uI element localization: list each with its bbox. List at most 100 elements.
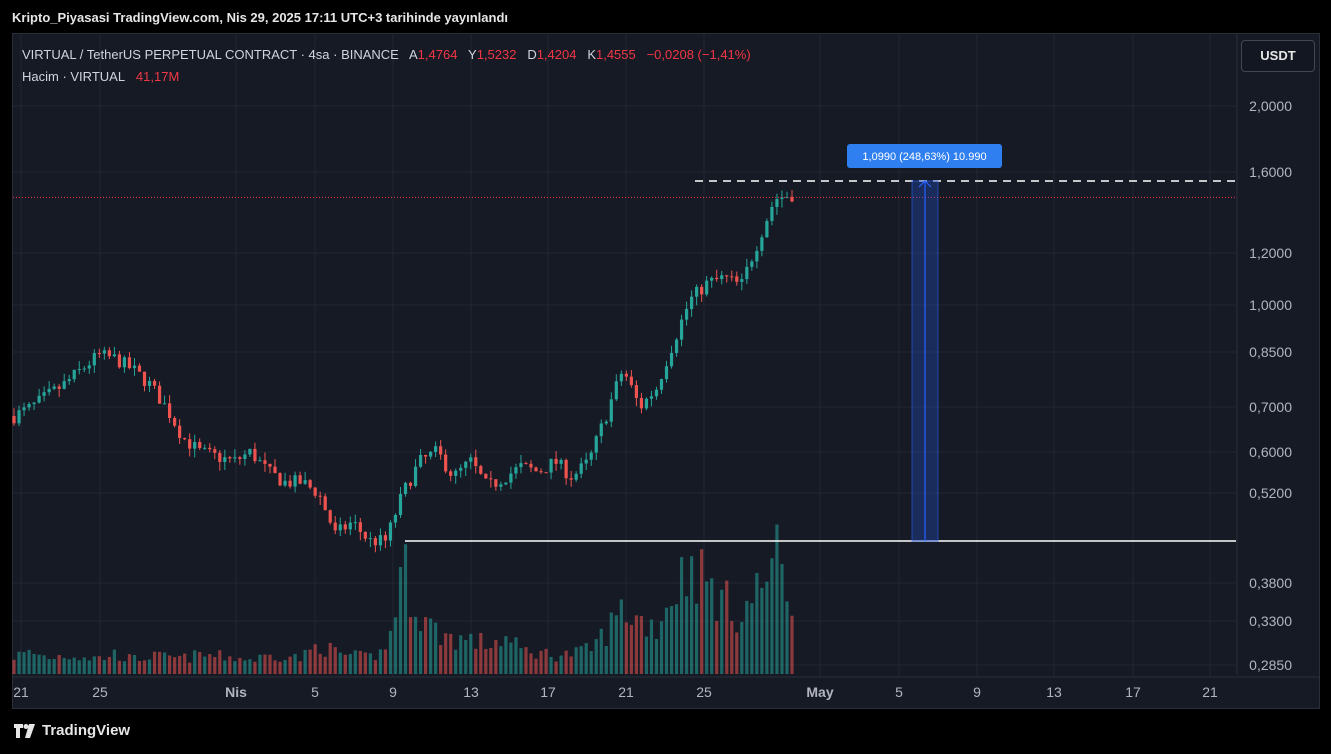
- candle-body: [42, 392, 46, 396]
- chart-grid: [13, 34, 1236, 676]
- close-label: K: [587, 47, 596, 62]
- volume-bar: [328, 642, 332, 674]
- candle-body: [750, 261, 754, 267]
- candle-body: [780, 197, 784, 200]
- volume-bar: [17, 651, 21, 674]
- brand-name: TradingView: [42, 722, 131, 739]
- candle-body: [338, 524, 342, 531]
- volume-bar: [679, 557, 684, 674]
- volume-bar: [639, 615, 644, 674]
- candle-body: [423, 454, 428, 457]
- candle-body: [388, 522, 393, 541]
- volume-bar: [253, 661, 257, 674]
- volume-bar: [429, 618, 433, 674]
- volume-bar: [323, 656, 327, 674]
- candle-body: [765, 220, 769, 238]
- volume-bar: [228, 656, 232, 674]
- volume-bar: [484, 648, 488, 674]
- candle-body: [12, 416, 16, 424]
- volume-bar: [423, 617, 428, 674]
- candle-body: [549, 458, 553, 473]
- volume-bar: [619, 599, 623, 674]
- volume-bar: [529, 653, 533, 674]
- candle-body: [700, 286, 704, 295]
- candle-body: [278, 473, 282, 486]
- volume-bar: [594, 639, 598, 674]
- candle-body: [303, 480, 307, 484]
- volume-bar: [654, 638, 659, 674]
- volume-bar: [659, 621, 664, 674]
- candle-body: [629, 376, 633, 386]
- volume-bar: [313, 644, 317, 674]
- volume-bar: [183, 653, 187, 674]
- volume-bar: [293, 653, 297, 674]
- candle-body: [449, 471, 453, 476]
- candle-body: [223, 457, 227, 462]
- candle-body: [127, 357, 132, 369]
- candle-body: [705, 280, 709, 295]
- candle-body: [654, 389, 659, 397]
- volume-label: Hacim · VIRTUAL: [22, 69, 126, 84]
- candle-body: [353, 522, 357, 524]
- candle-body: [519, 463, 523, 468]
- candle-body: [162, 403, 167, 405]
- candle-body: [408, 482, 413, 486]
- volume-bar: [308, 649, 312, 674]
- volume-bar: [554, 661, 558, 674]
- candle-body: [494, 479, 498, 487]
- volume-bar: [358, 650, 362, 674]
- volume-bar: [479, 632, 483, 674]
- volume-bar: [564, 650, 568, 674]
- volume-bar: [474, 648, 478, 674]
- candle-body: [619, 373, 623, 382]
- y-tick-label: 2,0000: [1249, 98, 1292, 114]
- volume-bar: [388, 630, 393, 674]
- candle-body: [413, 466, 418, 486]
- volume-bar: [288, 656, 292, 674]
- volume-bar: [203, 656, 207, 674]
- volume-bar: [147, 659, 152, 674]
- candle-body: [283, 480, 287, 486]
- volume-bar: [97, 656, 101, 674]
- candle-body: [293, 475, 297, 487]
- volume-bar: [499, 646, 503, 674]
- symbol-label: VIRTUAL / TetherUS PERPETUAL CONTRACT · …: [22, 47, 399, 62]
- volume-bar: [373, 660, 377, 674]
- volume-bar: [760, 587, 764, 674]
- candle-body: [152, 380, 157, 386]
- candle-body: [790, 197, 794, 202]
- volume-bar: [735, 632, 739, 674]
- volume-bar: [112, 649, 116, 674]
- volume-bar: [127, 654, 132, 674]
- candle-body: [524, 463, 528, 465]
- candle-body: [47, 388, 51, 393]
- volume-bar: [539, 650, 543, 674]
- volume-bar: [263, 654, 267, 674]
- candle-body: [263, 460, 267, 464]
- candle-body: [188, 439, 192, 449]
- candle-body: [770, 206, 774, 221]
- candle-body: [67, 379, 71, 382]
- volume-bar: [584, 643, 588, 674]
- volume-bar: [740, 621, 744, 674]
- candlesticks: [12, 189, 794, 553]
- currency-unit-button[interactable]: USDT: [1241, 40, 1315, 72]
- candle-body: [464, 461, 468, 468]
- volume-bar: [664, 607, 669, 674]
- y-tick-label: 0,6000: [1249, 444, 1292, 460]
- volume-bar: [37, 654, 41, 674]
- candle-body: [228, 457, 232, 459]
- volume-bar: [47, 659, 51, 674]
- candle-body: [644, 398, 649, 409]
- candle-body: [594, 436, 598, 453]
- candle-body: [313, 487, 317, 496]
- candle-body: [529, 463, 533, 468]
- volume-bar: [418, 631, 423, 674]
- volume-bar: [348, 654, 352, 674]
- y-tick-label: 0,7000: [1249, 399, 1292, 415]
- volume-bar: [770, 558, 774, 674]
- volume-bar: [644, 636, 649, 674]
- volume-bars: [12, 524, 794, 674]
- x-tick-label: 21: [1202, 684, 1218, 700]
